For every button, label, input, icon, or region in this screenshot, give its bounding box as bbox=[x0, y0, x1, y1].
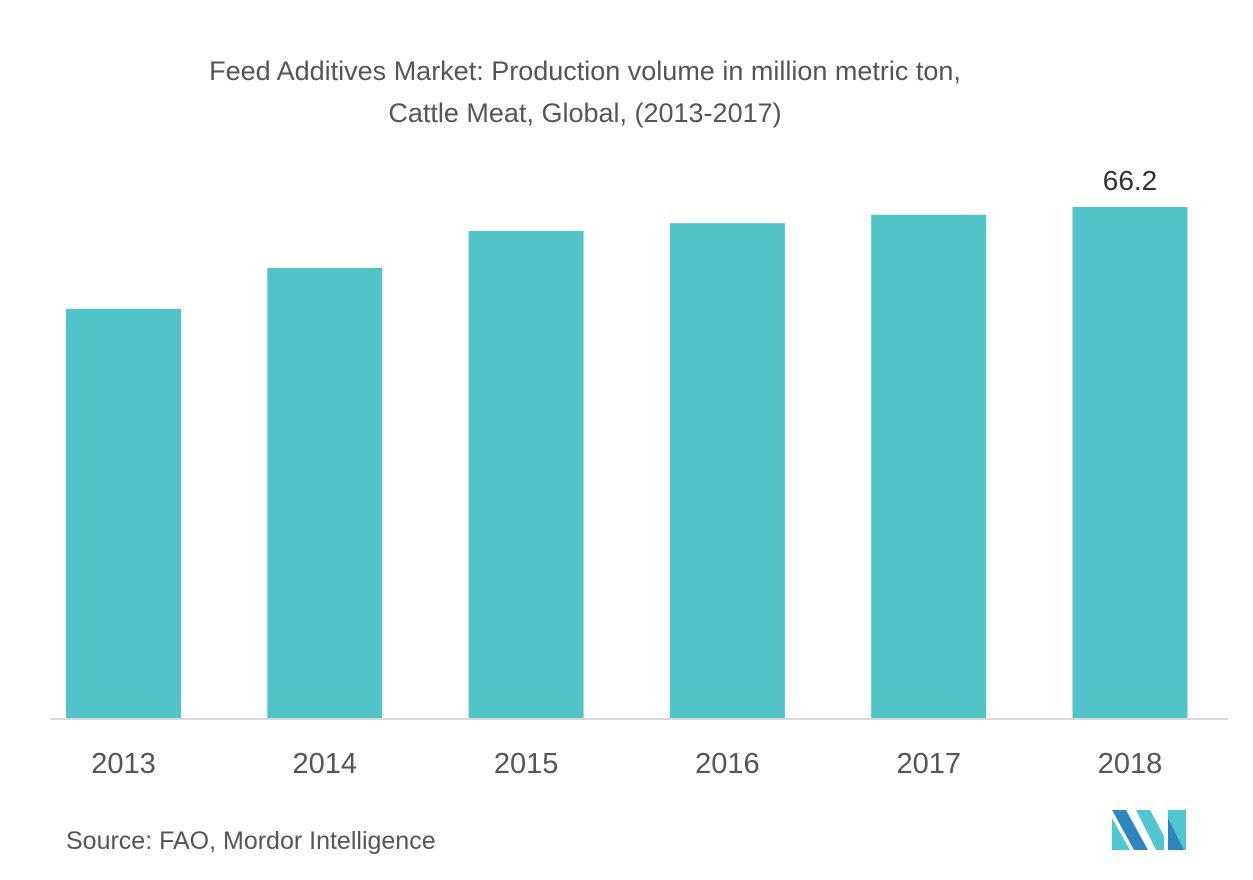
x-tick-label-2018: 2018 bbox=[1098, 748, 1163, 780]
x-tick-label-2017: 2017 bbox=[896, 748, 961, 780]
bar-2018 bbox=[1072, 207, 1188, 718]
bar-2013 bbox=[66, 308, 181, 718]
x-tick-label-2013: 2013 bbox=[91, 748, 156, 780]
logo-stroke-2 bbox=[1112, 818, 1130, 850]
bar-2015 bbox=[468, 230, 584, 718]
x-tick-label-2015: 2015 bbox=[494, 748, 559, 780]
mordor-intelligence-logo bbox=[1112, 810, 1186, 850]
bar-2016 bbox=[669, 223, 785, 719]
logo-stroke-3 bbox=[1136, 810, 1164, 850]
source-note: Source: FAO, Mordor Intelligence bbox=[66, 827, 436, 855]
x-tick-label-2014: 2014 bbox=[293, 748, 358, 780]
data-label-2018: 66.2 bbox=[1103, 165, 1158, 196]
logo-stroke-1 bbox=[1112, 810, 1148, 850]
chart-title-line-2: Cattle Meat, Global, (2013-2017) bbox=[388, 98, 782, 128]
chart-title: Feed Additives Market: Production volume… bbox=[0, 50, 1170, 134]
x-tick-label-2016: 2016 bbox=[695, 748, 760, 780]
bar-2014 bbox=[267, 267, 383, 718]
logo-stroke-5 bbox=[1168, 818, 1184, 850]
bar-2017 bbox=[871, 214, 987, 718]
chart-title-line-1: Feed Additives Market: Production volume… bbox=[209, 56, 961, 86]
